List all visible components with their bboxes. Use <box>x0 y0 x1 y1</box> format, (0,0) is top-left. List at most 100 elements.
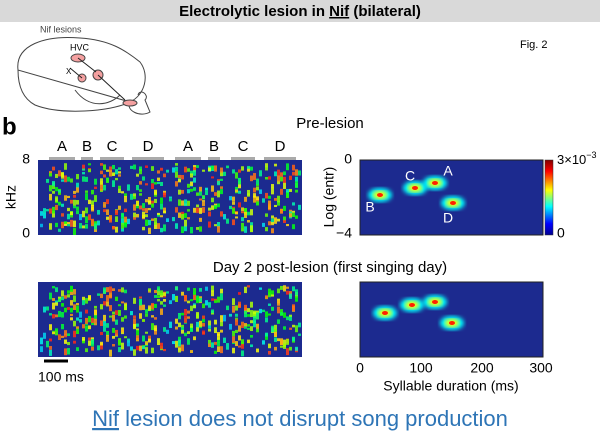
spectrogram-cell <box>127 184 130 191</box>
spectrogram-cell <box>82 296 85 301</box>
spectrogram-cell <box>124 336 127 339</box>
spectrogram-cell <box>238 178 241 185</box>
spectrogram-cell <box>49 292 52 300</box>
spectrogram-cell <box>193 207 196 213</box>
spectrogram-cell <box>136 185 139 191</box>
spectrogram-cell <box>217 180 220 186</box>
spectrogram-cell <box>76 200 79 205</box>
spectrogram-cell <box>76 186 79 193</box>
spectrogram-cell <box>178 199 181 206</box>
spectrogram-cell <box>163 304 166 307</box>
spectrogram-cell <box>214 300 217 304</box>
spectrogram-cell <box>154 217 157 225</box>
spectrogram-cell <box>184 199 187 207</box>
spectrogram-cell <box>64 334 67 338</box>
spectrogram-cell <box>76 206 79 211</box>
spectrogram-cell <box>94 318 97 326</box>
spectrogram-cell <box>253 187 256 193</box>
spectrogram-cell <box>253 314 256 319</box>
spectrogram-cell <box>76 326 79 329</box>
spectrogram-cell <box>85 325 88 332</box>
spectrogram-cell <box>106 287 109 293</box>
spectrogram-cell <box>235 216 238 219</box>
spectrogram-cell <box>160 181 163 187</box>
spectrogram-cell <box>154 295 157 298</box>
spectrogram-cell <box>118 309 121 316</box>
spectrogram-cell <box>247 211 250 216</box>
spectrogram-cell <box>82 210 85 218</box>
spectrogram-cell <box>52 302 55 310</box>
spectrogram-cell <box>67 294 70 298</box>
spectrogram-cell <box>163 298 166 302</box>
syllable-label: A <box>57 138 67 155</box>
spectrogram-cell <box>220 167 223 173</box>
spectrogram-cell <box>175 223 178 229</box>
spectrogram-cell <box>67 195 70 199</box>
spectrogram-cell <box>67 223 70 227</box>
density-blob <box>432 300 438 304</box>
spectrogram-cell <box>298 170 301 176</box>
spectrogram-cell <box>160 308 163 315</box>
spectrogram-cell <box>94 314 97 321</box>
spectrogram-cell <box>286 316 289 321</box>
spectrogram-cell <box>112 335 115 339</box>
spectrogram-cell <box>244 286 247 294</box>
spectrogram-cell <box>199 288 202 292</box>
spectrogram-cell <box>211 197 214 203</box>
spectrogram-cell <box>259 308 262 314</box>
spectrogram-cell <box>181 189 184 194</box>
spectrogram-cell <box>241 211 244 214</box>
spectrogram-cell <box>49 208 52 214</box>
spectrogram-cell <box>166 218 169 222</box>
spectrogram-cell <box>115 329 118 336</box>
spectrogram-cell <box>61 297 64 301</box>
spectrogram-cell <box>133 315 136 319</box>
spectrogram-cell <box>187 331 190 334</box>
spectrogram-cell <box>82 299 85 306</box>
spectrogram-cell <box>238 169 241 173</box>
spectrogram-cell <box>220 321 223 327</box>
spectrogram-cell <box>268 343 271 349</box>
spectrogram-cell <box>232 341 235 345</box>
spectrogram-cell <box>229 196 232 201</box>
spectrogram-cell <box>76 303 79 306</box>
spectrogram-cell <box>208 302 211 308</box>
spectrogram-cell <box>64 222 67 225</box>
spectrogram-cell <box>100 185 103 191</box>
spectrogram-cell <box>187 316 190 319</box>
spectrogram-cell <box>244 196 247 202</box>
spectrogram-cell <box>79 214 82 221</box>
density-bg <box>359 281 544 358</box>
spectrogram-cell <box>58 201 61 206</box>
spectrogram-cell <box>130 311 133 316</box>
spectrogram-cell <box>40 223 43 228</box>
spectrogram-cell <box>292 202 295 206</box>
spectrogram-cell <box>196 321 199 328</box>
spectrogram-cell <box>250 175 253 182</box>
spectrogram-cell <box>241 343 244 349</box>
spectrogram-cell <box>283 176 286 183</box>
density-blob <box>449 321 455 325</box>
spectrogram-cell <box>106 209 109 216</box>
spectrogram-cell <box>217 333 220 340</box>
spectrogram-cell <box>208 328 211 332</box>
spectrogram-cell <box>154 289 157 294</box>
spectrogram-cell <box>244 323 247 327</box>
spectrogram-cell <box>166 169 169 173</box>
spectrogram-cell <box>106 199 109 205</box>
spectrogram-cell <box>49 349 52 356</box>
spectrogram-cell <box>277 306 280 314</box>
spectrogram-cell <box>295 189 298 193</box>
spectrogram-cell <box>136 328 139 331</box>
spectrogram-cell <box>271 306 274 311</box>
spectrogram-cell <box>163 207 166 213</box>
spectrogram-cell <box>289 293 292 299</box>
spectrogram-cell <box>235 313 238 317</box>
spectrogram-cell <box>136 213 139 218</box>
spectrogram-cell <box>109 169 112 177</box>
spectrogram-cell <box>256 312 259 320</box>
spectrogram-cell <box>208 325 211 329</box>
spectrogram-cell <box>169 321 172 329</box>
spectrogram-cell <box>298 204 301 210</box>
spectrogram-cell <box>199 186 202 192</box>
